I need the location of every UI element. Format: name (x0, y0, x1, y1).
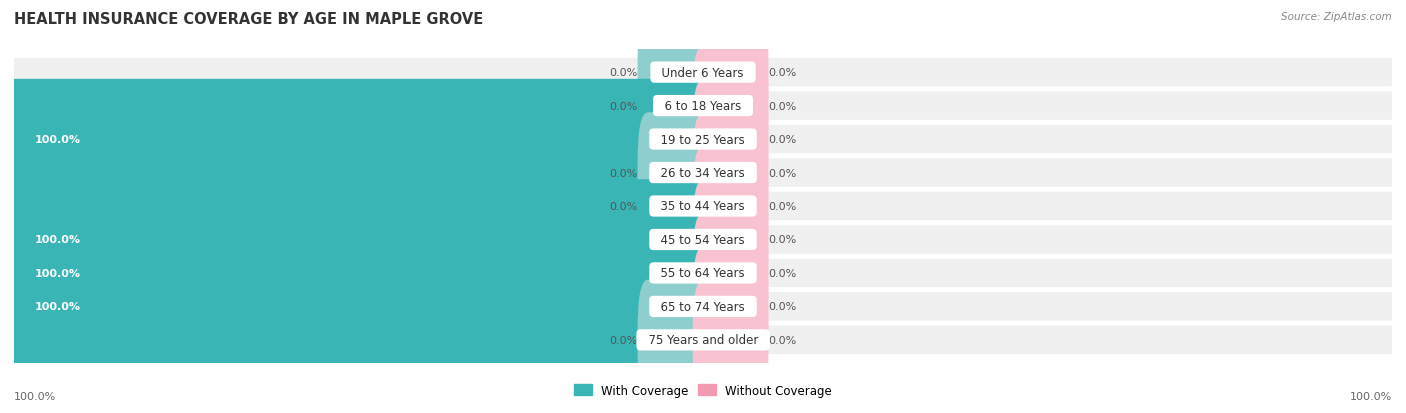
Text: 0.0%: 0.0% (769, 202, 797, 211)
Text: 100.0%: 100.0% (35, 301, 80, 312)
Text: HEALTH INSURANCE COVERAGE BY AGE IN MAPLE GROVE: HEALTH INSURANCE COVERAGE BY AGE IN MAPL… (14, 12, 484, 27)
FancyBboxPatch shape (14, 259, 1392, 287)
FancyBboxPatch shape (693, 80, 769, 200)
FancyBboxPatch shape (14, 92, 1392, 121)
Text: 100.0%: 100.0% (35, 268, 80, 278)
Text: 0.0%: 0.0% (769, 301, 797, 312)
FancyBboxPatch shape (693, 146, 769, 267)
FancyBboxPatch shape (14, 326, 1392, 354)
Text: 100.0%: 100.0% (1350, 391, 1392, 401)
FancyBboxPatch shape (637, 113, 713, 233)
FancyBboxPatch shape (14, 59, 1392, 87)
FancyBboxPatch shape (637, 46, 713, 166)
Text: 0.0%: 0.0% (609, 202, 637, 211)
FancyBboxPatch shape (637, 13, 713, 133)
FancyBboxPatch shape (693, 113, 769, 233)
Text: 19 to 25 Years: 19 to 25 Years (654, 133, 752, 146)
Legend: With Coverage, Without Coverage: With Coverage, Without Coverage (569, 379, 837, 401)
Text: 75 Years and older: 75 Years and older (641, 334, 765, 347)
Text: 26 to 34 Years: 26 to 34 Years (654, 166, 752, 180)
FancyBboxPatch shape (693, 247, 769, 367)
FancyBboxPatch shape (4, 80, 713, 200)
FancyBboxPatch shape (14, 159, 1392, 188)
Text: 0.0%: 0.0% (769, 335, 797, 345)
Text: 0.0%: 0.0% (769, 135, 797, 145)
FancyBboxPatch shape (14, 225, 1392, 254)
Text: 0.0%: 0.0% (609, 168, 637, 178)
Text: 0.0%: 0.0% (769, 268, 797, 278)
FancyBboxPatch shape (637, 280, 713, 400)
Text: 65 to 74 Years: 65 to 74 Years (654, 300, 752, 313)
FancyBboxPatch shape (693, 280, 769, 400)
Text: 0.0%: 0.0% (609, 335, 637, 345)
FancyBboxPatch shape (14, 192, 1392, 221)
Text: 100.0%: 100.0% (35, 135, 80, 145)
Text: 0.0%: 0.0% (609, 101, 637, 112)
FancyBboxPatch shape (637, 146, 713, 267)
Text: Under 6 Years: Under 6 Years (655, 66, 751, 79)
Text: 0.0%: 0.0% (769, 168, 797, 178)
Text: 6 to 18 Years: 6 to 18 Years (657, 100, 749, 113)
Text: 55 to 64 Years: 55 to 64 Years (654, 267, 752, 280)
Text: 0.0%: 0.0% (769, 235, 797, 245)
Text: 100.0%: 100.0% (35, 235, 80, 245)
Text: 35 to 44 Years: 35 to 44 Years (654, 200, 752, 213)
FancyBboxPatch shape (14, 292, 1392, 321)
FancyBboxPatch shape (4, 213, 713, 333)
FancyBboxPatch shape (14, 126, 1392, 154)
Text: 0.0%: 0.0% (769, 68, 797, 78)
FancyBboxPatch shape (4, 247, 713, 367)
Text: Source: ZipAtlas.com: Source: ZipAtlas.com (1281, 12, 1392, 22)
FancyBboxPatch shape (693, 213, 769, 333)
FancyBboxPatch shape (4, 180, 713, 300)
Text: 100.0%: 100.0% (14, 391, 56, 401)
FancyBboxPatch shape (693, 46, 769, 166)
FancyBboxPatch shape (693, 13, 769, 133)
Text: 0.0%: 0.0% (609, 68, 637, 78)
Text: 45 to 54 Years: 45 to 54 Years (654, 233, 752, 247)
FancyBboxPatch shape (693, 180, 769, 300)
Text: 0.0%: 0.0% (769, 101, 797, 112)
